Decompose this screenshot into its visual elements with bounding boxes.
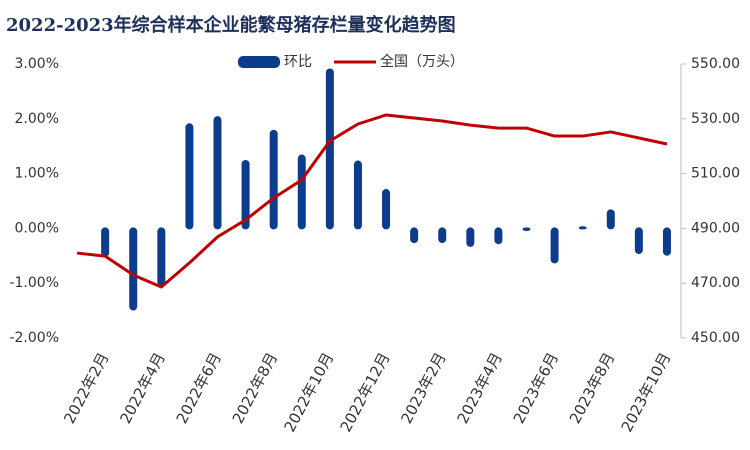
bar [494, 227, 503, 245]
x-tick-label: 2022年2月 [60, 350, 112, 427]
x-tick-label: 2022年4月 [116, 350, 168, 427]
y-tick-label: -2.00% [9, 330, 59, 346]
y2-tick-label: 510.00 [691, 166, 740, 182]
y2-tick-label: 530.00 [691, 111, 740, 127]
bar [185, 123, 194, 230]
line [76, 113, 668, 289]
bar [213, 116, 222, 230]
bar [522, 227, 531, 232]
x-tick-label: 2023年2月 [397, 350, 449, 427]
bar [101, 227, 110, 257]
chart-title: 2022-2023年综合样本企业能繁母猪存栏量变化趋势图 [6, 14, 456, 36]
bar [606, 209, 615, 230]
x-tick-label: 2022年10月 [281, 350, 338, 436]
y-tick-label: 2.00% [15, 111, 59, 127]
bar [410, 227, 419, 244]
bar [241, 159, 250, 230]
x-tick-label: 2023年4月 [454, 350, 506, 427]
y2-tick-label: 470.00 [691, 275, 740, 291]
bar [466, 227, 475, 247]
bar [438, 227, 447, 244]
x-tick-label: 2023年6月 [510, 350, 562, 427]
x-tick-label: 2023年10月 [618, 350, 675, 436]
bar [353, 160, 362, 230]
bar [297, 154, 306, 230]
y-tick-label: 1.00% [15, 166, 59, 182]
bar [129, 227, 138, 311]
legend-label: 环比 [284, 54, 312, 70]
bar [325, 68, 334, 230]
x-tick-label: 2022年12月 [337, 350, 394, 436]
bar [382, 189, 391, 230]
y2-tick-label: 450.00 [691, 330, 740, 346]
bar [634, 227, 643, 255]
y2-tick-label: 550.00 [691, 56, 740, 72]
x-tick-label: 2022年6月 [173, 350, 225, 427]
y-tick-label: 3.00% [15, 56, 59, 72]
x-tick-label: 2022年8月 [229, 350, 281, 427]
bar [157, 227, 166, 286]
bar [578, 226, 587, 230]
bar [550, 227, 559, 264]
bar [662, 227, 671, 256]
legend-label: 全国（万头） [380, 53, 464, 70]
y-tick-label: -1.00% [9, 275, 59, 291]
y2-tick-label: 490.00 [691, 220, 740, 236]
legend-swatch [238, 56, 280, 68]
x-tick-label: 2023年8月 [566, 350, 618, 427]
y-tick-label: 0.00% [15, 220, 59, 236]
bar [269, 129, 278, 230]
